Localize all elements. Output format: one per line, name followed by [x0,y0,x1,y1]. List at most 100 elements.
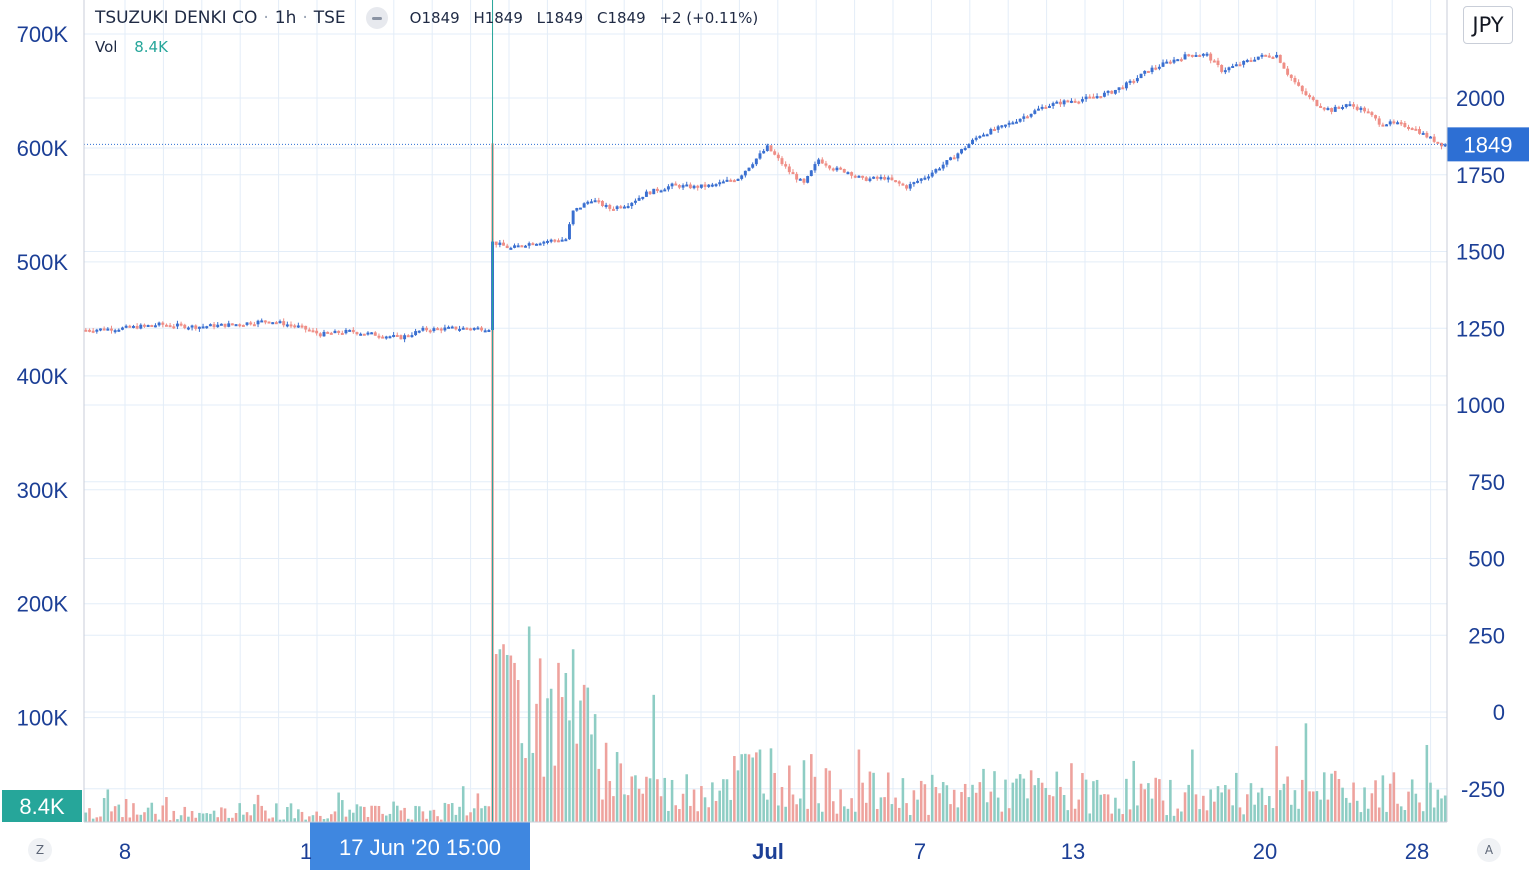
volume-bar [348,809,351,822]
volume-bar [366,816,370,822]
volume-bar [1344,797,1348,822]
volume-bar [271,817,274,822]
candle-body [267,321,271,324]
candle-body [960,149,963,154]
candle-body [168,325,172,328]
candle-body [527,243,531,246]
candle-body [1047,105,1051,108]
volume-bar [502,644,505,822]
candle-body [1058,101,1062,105]
collapse-legend-icon[interactable] [365,7,388,29]
volume-bar [1370,793,1374,822]
candle-body [447,326,451,329]
volume-bar [436,816,439,822]
volume-bar [1286,776,1289,822]
volume-bars [84,143,1447,822]
volume-bar [278,819,282,822]
volume-bar [146,807,150,822]
candle-body [637,197,641,201]
volume-bar [1048,794,1051,822]
volume-bar [293,818,296,822]
candle-body [1172,59,1176,63]
ohlc-values: O1849 H1849 L1849 C1849 +2 (+0.11%) [410,9,768,27]
volume-bar [1279,790,1282,822]
candle-body [721,181,725,184]
volume-bar [403,807,406,822]
auto-scale-button[interactable]: A [1477,838,1501,862]
candle-body [1183,54,1187,60]
volume-bar [872,772,875,822]
volume-bar [1264,804,1267,822]
candle-body [677,185,681,188]
volume-bar [1121,814,1125,822]
candle-body [985,134,989,137]
candle-body [348,329,352,332]
candle-body [513,245,516,248]
candle-body [285,324,289,327]
currency-button[interactable]: JPY [1463,6,1513,44]
volume-bar [1443,795,1447,822]
candle-body [197,326,201,329]
candle-body [300,325,304,328]
candle-body [502,242,505,246]
candle-body [1242,60,1246,65]
volume-bar [1249,783,1253,822]
candlesticks [84,51,1447,343]
volume-bar [535,703,538,822]
volume-bar [1396,803,1399,822]
candle-body [333,330,337,334]
candle-body [1011,122,1015,125]
volume-bar [165,797,168,822]
volume-bar [1425,744,1429,822]
candle-body [765,145,769,151]
volume-bar [821,811,824,822]
candle-body [542,241,546,244]
candle-body [1201,53,1205,56]
volume-bar [923,784,927,822]
volume-bar [604,742,608,822]
volume-bar [685,774,689,822]
volume-bar [1326,799,1330,822]
candle-body [784,164,788,167]
candle-body [1289,74,1293,78]
candle-body [787,166,791,173]
candle-body [835,167,839,171]
candle-body [1337,106,1341,109]
candle-body [241,324,245,327]
candle-body [315,330,319,334]
interval-label[interactable]: 1h [274,8,297,28]
candle-body [1132,80,1136,83]
candle-body [568,224,571,240]
volume-bar [1319,799,1322,822]
volume-label[interactable]: Vol [95,38,118,56]
volume-bar [791,794,795,822]
volume-bar [1421,811,1425,822]
candle-body [868,178,872,181]
candle-body [450,326,454,329]
candle-body [894,180,898,183]
volume-bar [663,777,667,822]
candle-body [776,154,780,159]
candle-body [615,206,619,210]
candle-body [560,239,564,242]
candle-body [384,336,388,339]
candle-body [743,170,747,176]
volume-bar [886,772,890,822]
zoom-button[interactable]: Z [28,838,52,862]
volume-bar [1238,807,1242,822]
candle-body [696,185,700,188]
candle-body [260,320,264,323]
candle-body [597,200,601,203]
candle-body [1344,104,1348,108]
volume-bar [853,811,857,822]
volume-bar [1374,780,1377,822]
candle-body [157,322,161,326]
volume-bar [736,770,740,822]
volume-bar [1062,795,1066,822]
candle-body [974,137,978,140]
candle-body [1102,92,1106,97]
symbol-name[interactable]: TSUZUKI DENKI CO [95,8,258,28]
volume-bar [842,806,846,822]
volume-bar [678,809,681,822]
